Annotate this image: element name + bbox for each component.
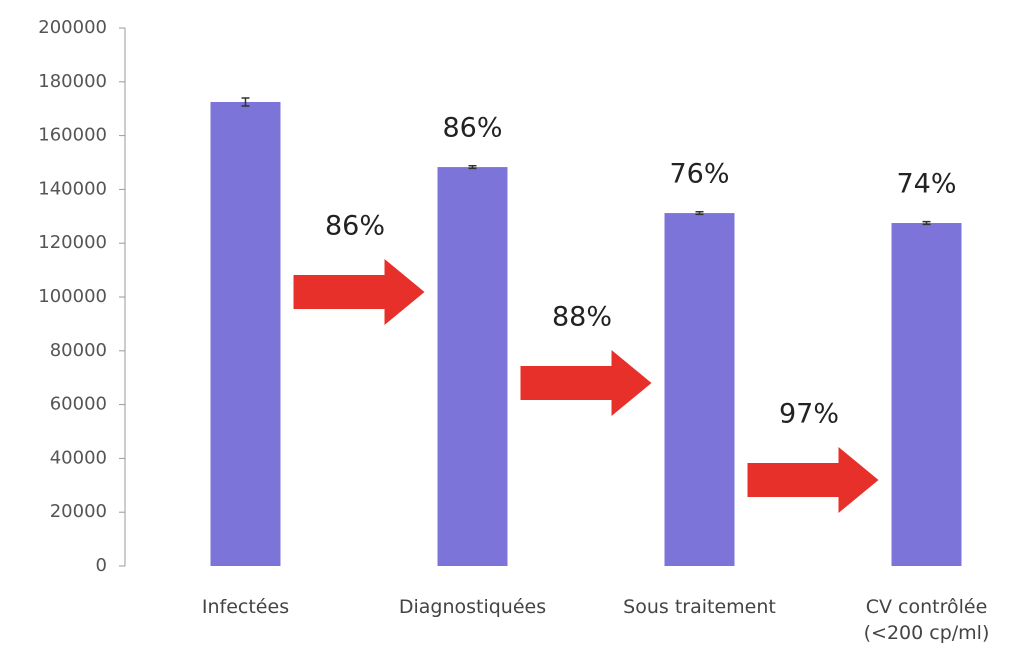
y-tick-label: 20000 — [50, 501, 107, 522]
bar-annotation: 74% — [896, 169, 956, 200]
y-tick-label: 200000 — [38, 17, 107, 38]
arrow-annotation: 86% — [325, 211, 385, 242]
x-tick-label: Sous traitement — [623, 596, 776, 618]
y-tick-label: 0 — [96, 555, 107, 576]
y-tick-label: 140000 — [38, 178, 107, 199]
bar-annotation: 76% — [669, 159, 729, 190]
error-bar — [468, 164, 477, 170]
error-bar — [922, 220, 931, 226]
bar — [437, 167, 508, 566]
arrow — [293, 259, 425, 325]
y-tick-label: 60000 — [50, 394, 107, 415]
y-tick-label: 80000 — [50, 340, 107, 361]
y-tick-label: 40000 — [50, 447, 107, 468]
y-tick-label: 160000 — [38, 125, 107, 146]
y-tick-label: 100000 — [38, 286, 107, 307]
arrow-annotation: 88% — [552, 302, 612, 333]
bar — [664, 213, 735, 566]
x-tick-label: Diagnostiquées — [399, 596, 546, 618]
x-tick-label: Infectées — [202, 596, 289, 618]
error-bar — [695, 210, 704, 216]
bar — [891, 223, 962, 566]
bar — [210, 101, 281, 566]
y-tick-label: 120000 — [38, 232, 107, 253]
arrow-annotation: 97% — [779, 399, 839, 430]
error-bar — [241, 97, 250, 107]
x-tick-label: CV contrôlée (<200 cp/ml) — [864, 596, 990, 644]
arrow — [747, 447, 879, 513]
y-tick-label: 180000 — [38, 71, 107, 92]
bar-annotation: 86% — [442, 113, 502, 144]
arrow — [520, 350, 652, 416]
